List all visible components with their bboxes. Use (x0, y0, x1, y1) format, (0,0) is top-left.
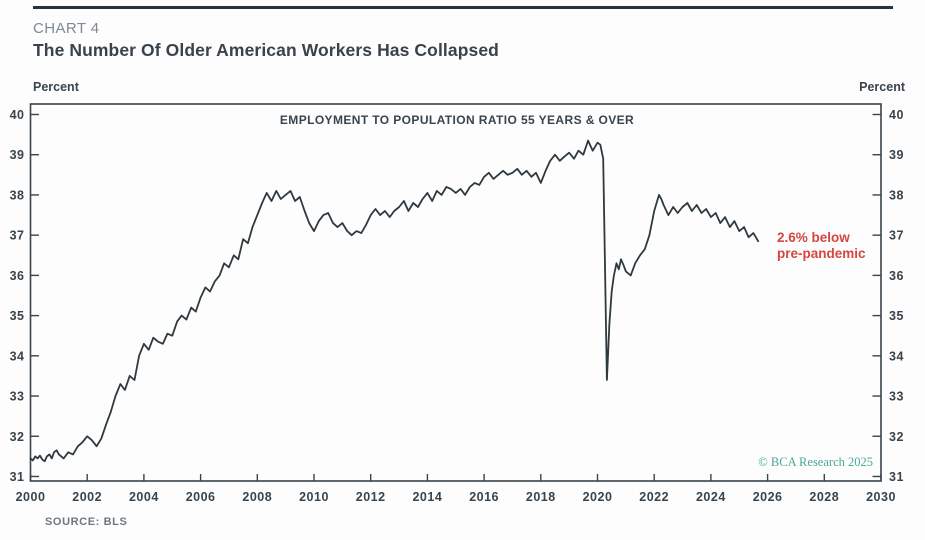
y-tick-label-left: 34 (10, 349, 25, 363)
x-tick-label: 2026 (753, 490, 783, 504)
y-tick-label-left: 32 (10, 430, 25, 444)
x-tick-label: 2022 (639, 490, 669, 504)
y-tick-label-right: 40 (889, 108, 904, 122)
x-tick-label: 2028 (809, 490, 839, 504)
y-tick-label-right: 32 (889, 430, 904, 444)
y-tick-label-left: 39 (10, 148, 25, 162)
left-axis-unit-label: Percent (33, 80, 79, 94)
right-axis-unit-label: Percent (859, 80, 905, 94)
gap-annotation: 2.6% below pre-pandemic (777, 230, 866, 261)
y-tick-label-left: 35 (10, 309, 25, 323)
x-tick-label: 2018 (526, 490, 556, 504)
y-tick-label-left: 38 (10, 188, 25, 202)
y-tick-label-right: 31 (889, 470, 904, 484)
x-tick-label: 2006 (186, 490, 216, 504)
bca-research-watermark: © BCA Research 2025 (758, 455, 873, 469)
source-note: SOURCE: BLS (45, 516, 128, 528)
y-tick-label-right: 35 (889, 309, 904, 323)
y-tick-label-right: 33 (889, 390, 904, 404)
x-tick-label: 2012 (356, 490, 386, 504)
y-tick-label-right: 34 (889, 349, 904, 363)
y-tick-label-right: 36 (889, 269, 904, 283)
plot-frame (29, 103, 882, 482)
x-tick-label: 2016 (469, 490, 499, 504)
y-tick-label-left: 36 (10, 269, 25, 283)
x-tick-label: 2000 (16, 490, 46, 504)
y-tick-label-left: 37 (10, 229, 25, 243)
series-line (29, 139, 760, 463)
x-tick-label: 2008 (242, 490, 272, 504)
y-tick-label-left: 31 (10, 470, 25, 484)
page-title: The Number Of Older American Workers Has… (33, 40, 499, 60)
x-tick-label: 2004 (129, 490, 159, 504)
x-tick-label: 2002 (72, 490, 102, 504)
y-tick-label-left: 33 (10, 390, 25, 404)
x-tick-label: 2024 (696, 490, 726, 504)
x-tick-label: 2030 (866, 490, 896, 504)
y-tick-label-right: 37 (889, 229, 904, 243)
y-tick-label-right: 39 (889, 148, 904, 162)
x-tick-label: 2020 (583, 490, 613, 504)
y-tick-label-right: 38 (889, 188, 904, 202)
top-rule (33, 6, 893, 9)
y-tick-label-left: 40 (10, 108, 25, 122)
chart-kicker: CHART 4 (33, 20, 100, 37)
series-title-label: EMPLOYMENT TO POPULATION RATIO 55 YEARS … (279, 113, 635, 127)
x-tick-label: 2014 (412, 490, 442, 504)
x-tick-label: 2010 (299, 490, 329, 504)
